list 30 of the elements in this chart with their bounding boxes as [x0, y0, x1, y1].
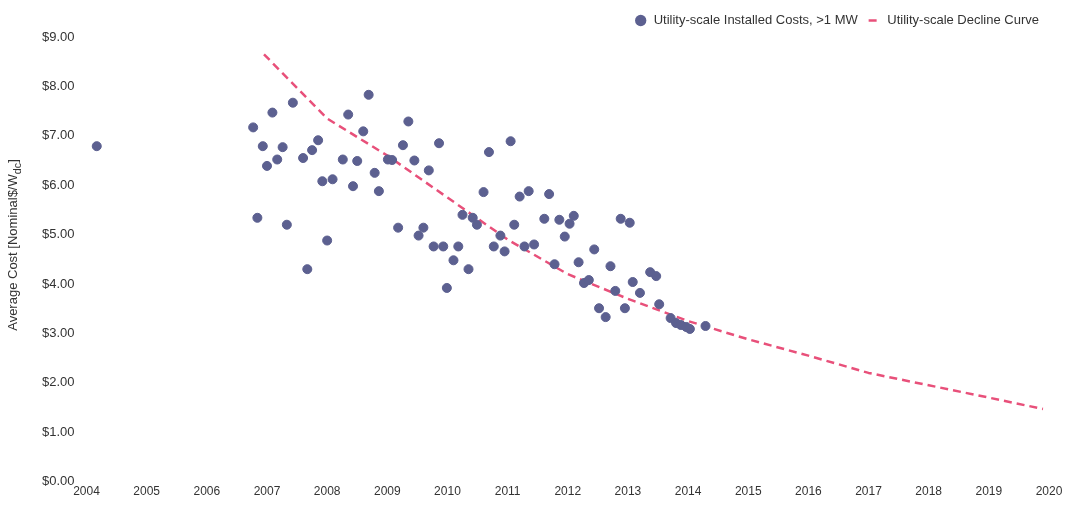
y-tick-label: $8.00 [41, 77, 75, 93]
x-tick-label: 2014 [674, 484, 702, 499]
y-tick-label: $2.00 [41, 374, 75, 390]
x-tick-label: 2008 [313, 484, 341, 499]
legend-label: Utility-scale Installed Costs, >1 MW [653, 12, 859, 28]
x-tick-label: 2009 [373, 484, 401, 499]
x-tick-label: 2016 [795, 484, 823, 499]
x-tick-label: 2019 [975, 484, 1003, 499]
y-tick-label: $0.00 [41, 473, 75, 489]
y-tick-label: $3.00 [41, 324, 75, 340]
x-tick-label: 2005 [133, 484, 161, 499]
x-tick-label: 2004 [73, 484, 101, 499]
line-series [262, 53, 1045, 411]
x-tick-label: 2012 [554, 484, 582, 499]
y-tick-label: $1.00 [41, 423, 75, 439]
x-tick-label: 2018 [915, 484, 943, 499]
y-tick-label: $7.00 [41, 127, 75, 143]
x-tick-label: 2006 [193, 484, 221, 499]
y-tick-label: $4.00 [41, 275, 75, 291]
y-tick-label: $5.00 [41, 226, 75, 242]
x-tick-label: 2015 [734, 484, 762, 499]
legend-label: Utility-scale Decline Curve [887, 12, 1040, 28]
x-tick-label: 2007 [253, 484, 281, 499]
x-tick-label: 2010 [434, 484, 462, 499]
x-tick-label: 2020 [1035, 484, 1063, 499]
x-tick-label: 2017 [855, 484, 883, 499]
x-tick-label: 2013 [614, 484, 642, 499]
y-tick-label: $9.00 [41, 28, 75, 44]
x-tick-label: 2011 [494, 484, 521, 499]
y-tick-label: $6.00 [41, 176, 75, 192]
